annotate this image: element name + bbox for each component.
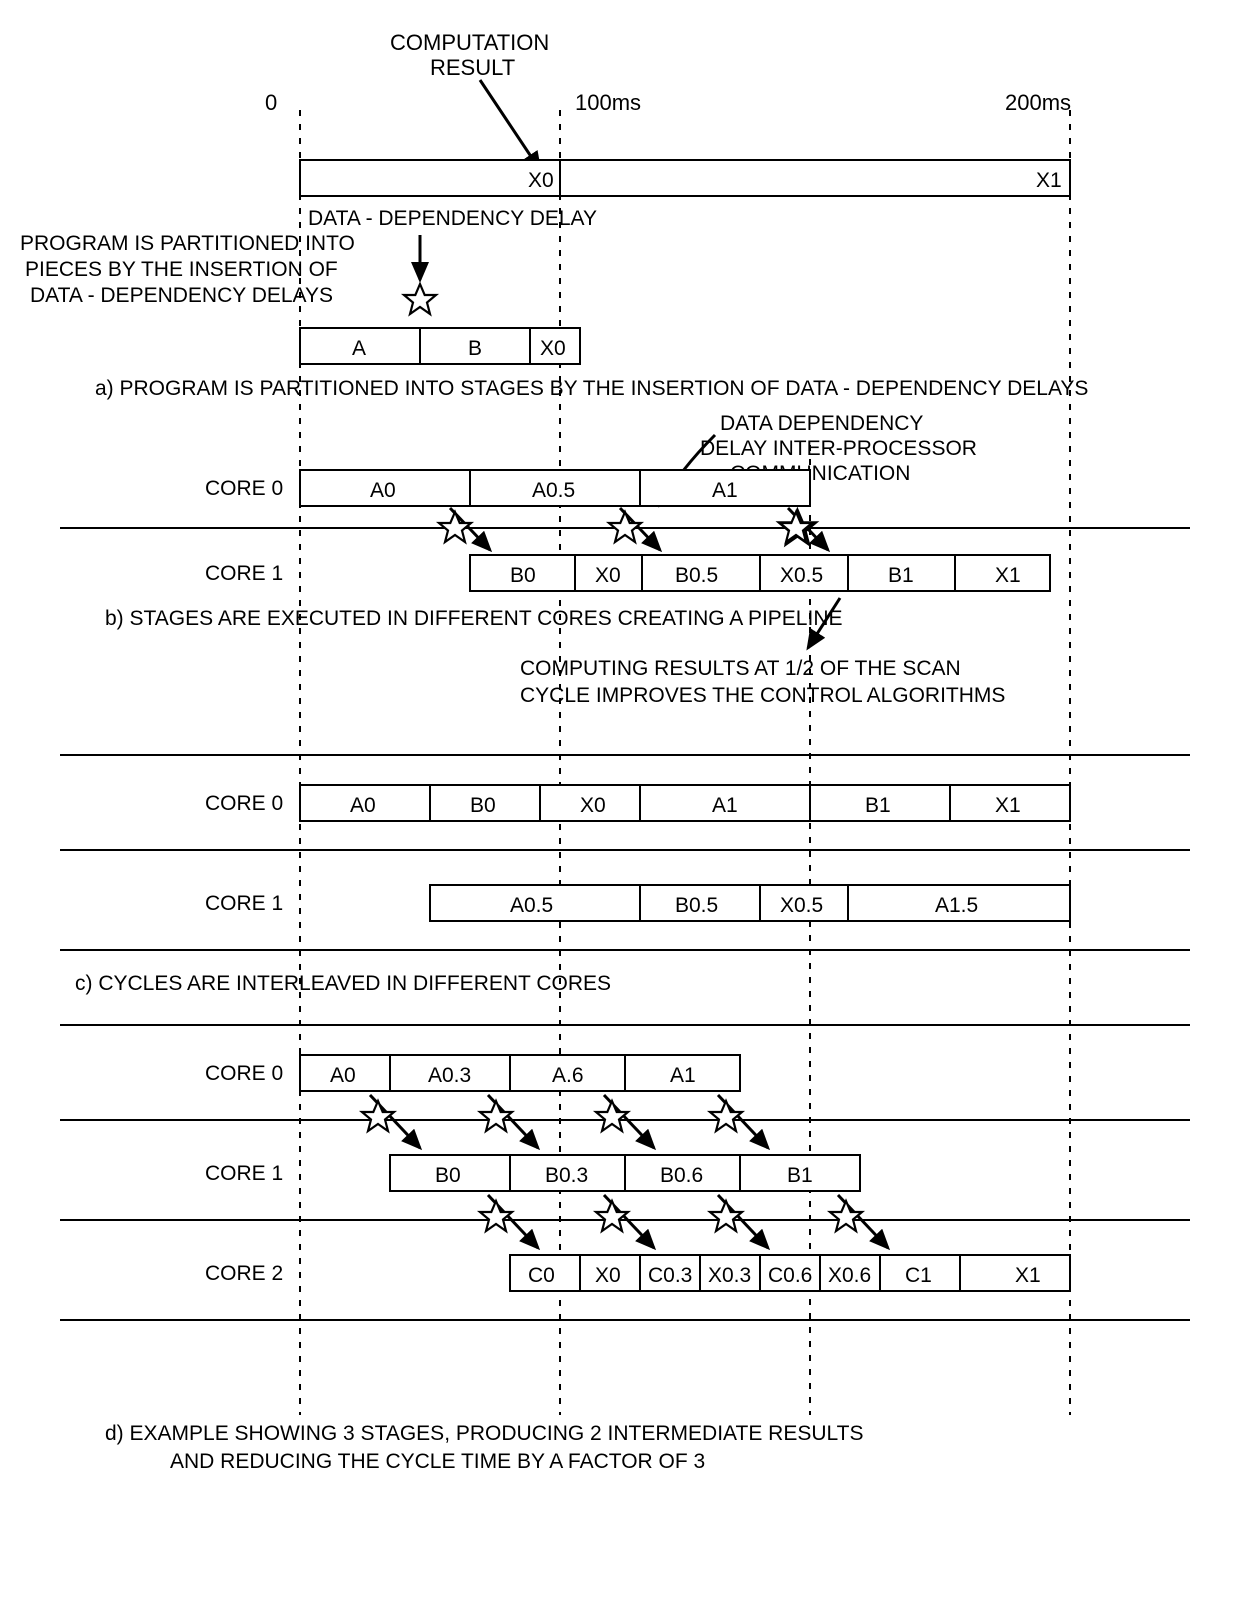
b-foot-l1: COMPUTING RESULTS AT 1/2 OF THE SCAN (520, 657, 961, 680)
star-d11 (480, 1201, 512, 1231)
time-100: 100ms (575, 90, 641, 115)
d-A1: A1 (670, 1064, 696, 1087)
d-core0: CORE 0 (205, 1062, 283, 1085)
c-X0: X0 (580, 794, 606, 817)
b-X0: X0 (595, 564, 621, 587)
a-row2 (300, 328, 580, 364)
d-A03: A0.3 (428, 1064, 471, 1087)
d-C1: C1 (905, 1264, 932, 1287)
cap-b: b) STAGES ARE EXECUTED IN DIFFERENT CORE… (105, 607, 843, 630)
side-text-l3: DATA - DEPENDENCY DELAYS (30, 284, 333, 307)
d-B03: B0.3 (545, 1164, 588, 1187)
side-text-l2: PIECES BY THE INSERTION OF (25, 258, 338, 281)
d-core1: CORE 1 (205, 1162, 283, 1185)
d-A6: A.6 (552, 1064, 584, 1087)
b-B0: B0 (510, 564, 536, 587)
d-B1: B1 (787, 1164, 813, 1187)
star-d02 (480, 1101, 512, 1131)
b-A1: A1 (712, 479, 738, 502)
b-A0: A0 (370, 479, 396, 502)
d-B06: B0.6 (660, 1164, 703, 1187)
a2-X0: X0 (540, 337, 566, 360)
star-d13 (710, 1201, 742, 1231)
d-B0: B0 (435, 1164, 461, 1187)
a-X1: X1 (1036, 169, 1062, 192)
comp-result-line2: RESULT (430, 55, 515, 80)
c-A05: A0.5 (510, 894, 553, 917)
c-B1: B1 (865, 794, 891, 817)
c-X05: X0.5 (780, 894, 823, 917)
d-A0: A0 (330, 1064, 356, 1087)
b-foot-l2: CYCLE IMPROVES THE CONTROL ALGORITHMS (520, 684, 1005, 707)
c-r0 (300, 785, 1070, 821)
a2-A: A (352, 337, 366, 360)
b-right-l1: DATA DEPENDENCY (720, 412, 923, 435)
d-C0: C0 (528, 1264, 555, 1287)
c-A0: A0 (350, 794, 376, 817)
c-core0: CORE 0 (205, 792, 283, 815)
time-0: 0 (265, 90, 277, 115)
cap-d-l1: d) EXAMPLE SHOWING 3 STAGES, PRODUCING 2… (105, 1422, 863, 1445)
b-X05: X0.5 (780, 564, 823, 587)
c-X1: X1 (995, 794, 1021, 817)
side-text-l1: PROGRAM IS PARTITIONED INTO (20, 232, 355, 255)
b-X1: X1 (995, 564, 1021, 587)
b-A05: A0.5 (532, 479, 575, 502)
d-X03: X0.3 (708, 1264, 751, 1287)
comp-result-arrow (480, 80, 540, 170)
c-B0: B0 (470, 794, 496, 817)
d-C06: C0.6 (768, 1264, 812, 1287)
c-A1: A1 (712, 794, 738, 817)
c-core1: CORE 1 (205, 892, 283, 915)
cap-a: a) PROGRAM IS PARTITIONED INTO STAGES BY… (95, 377, 1088, 400)
cap-d-l2: AND REDUCING THE CYCLE TIME BY A FACTOR … (170, 1450, 705, 1473)
d-X06: X0.6 (828, 1264, 871, 1287)
d-X1: X1 (1015, 1264, 1041, 1287)
d-X0: X0 (595, 1264, 621, 1287)
b-core1: CORE 1 (205, 562, 283, 585)
star-d03 (596, 1101, 628, 1131)
d-C03: C0.3 (648, 1264, 692, 1287)
ddd-label: DATA - DEPENDENCY DELAY (308, 207, 597, 230)
star-d14 (830, 1201, 862, 1231)
cap-c: c) CYCLES ARE INTERLEAVED IN DIFFERENT C… (75, 972, 611, 995)
c-B05: B0.5 (675, 894, 718, 917)
b-B1: B1 (888, 564, 914, 587)
star-d04 (710, 1101, 742, 1131)
time-200: 200ms (1005, 90, 1071, 115)
comp-result-line1: COMPUTATION (390, 30, 549, 55)
c-A15: A1.5 (935, 894, 978, 917)
b-right-l2: DELAY INTER-PROCESSOR (700, 437, 977, 460)
star-d01 (362, 1101, 394, 1131)
b-core0: CORE 0 (205, 477, 283, 500)
a-X0: X0 (528, 169, 554, 192)
a2-B: B (468, 337, 482, 360)
a-row1 (300, 160, 1070, 196)
star-d12 (596, 1201, 628, 1231)
d-core2: CORE 2 (205, 1262, 283, 1285)
star-b2 (609, 512, 641, 542)
b-B05: B0.5 (675, 564, 718, 587)
star-a (404, 284, 436, 314)
star-b1 (439, 512, 471, 542)
